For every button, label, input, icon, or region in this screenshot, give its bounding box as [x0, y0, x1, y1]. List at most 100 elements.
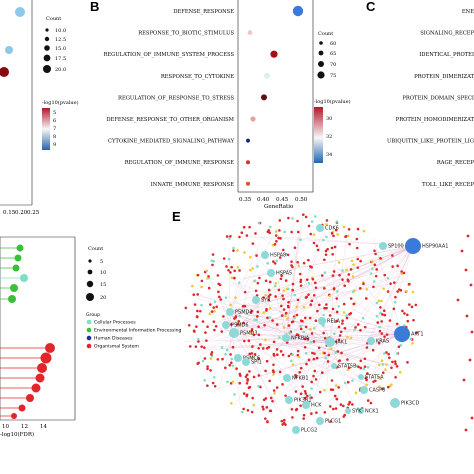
panel-d-dot — [37, 363, 47, 373]
network-node — [277, 288, 281, 292]
network-node — [240, 231, 244, 235]
legend-size-dot — [317, 71, 325, 79]
network-node — [310, 220, 314, 223]
colorbar-tick: 8 — [53, 134, 56, 140]
network-node — [230, 357, 234, 361]
network-gene-label: HSPA8 — [270, 253, 286, 259]
network-gene-label: JAK1 — [335, 340, 347, 346]
network-node — [307, 224, 311, 228]
network-node — [335, 397, 339, 401]
network-edges — [185, 217, 414, 424]
network-node — [213, 384, 217, 388]
network-node — [302, 261, 306, 265]
network-node — [231, 364, 235, 368]
network-node — [258, 276, 261, 280]
network-node — [394, 362, 397, 366]
network-gene-node — [261, 251, 269, 259]
network-node — [273, 262, 277, 265]
panel-a-color-title: -log10(pvalue) — [42, 99, 79, 106]
network-node — [219, 298, 223, 301]
network-node — [364, 297, 368, 300]
network-node — [275, 386, 279, 389]
network-node — [314, 378, 318, 381]
network-node — [342, 225, 346, 229]
network-node — [320, 371, 324, 375]
network-node — [402, 271, 406, 275]
panel-d-group-title: Group — [86, 312, 100, 318]
network-node — [314, 286, 318, 289]
network-node — [376, 321, 380, 324]
network-edge — [234, 326, 403, 335]
panel-c-category-label: IDENTICAL_PROTEI — [419, 52, 474, 58]
network-node — [316, 248, 320, 252]
network-edge — [349, 307, 403, 335]
network-node — [373, 263, 377, 267]
network-node — [265, 307, 268, 311]
network-node — [282, 418, 286, 422]
legend-size-label: 20 — [100, 295, 106, 301]
network-node — [313, 352, 316, 355]
colorbar-tick: 34 — [326, 152, 332, 158]
network-node — [380, 299, 383, 303]
network-node — [272, 260, 275, 263]
network-node — [405, 313, 409, 317]
network-node — [243, 304, 247, 308]
network-node — [340, 351, 343, 355]
network-node — [311, 277, 315, 281]
panel-b-dot — [264, 72, 270, 79]
network-edge — [265, 333, 403, 374]
panel-d-group-label: Environmental Information Processing — [94, 328, 182, 334]
network-node — [272, 373, 275, 376]
panel-f-node — [466, 234, 470, 238]
network-gene-label: CDK6 — [325, 226, 339, 232]
network-node — [246, 408, 250, 412]
panel-d-group-label: Human Diseases — [94, 336, 133, 342]
network-node — [196, 337, 200, 341]
network-node — [229, 382, 233, 385]
network-edge — [364, 245, 414, 304]
panel-b-count-title: Count — [318, 31, 333, 37]
network-node — [225, 265, 228, 268]
network-edge — [325, 341, 331, 374]
network-node — [391, 254, 394, 257]
network-node — [315, 244, 319, 248]
network-edge — [187, 290, 331, 343]
network-node — [347, 279, 350, 283]
network-node — [253, 318, 256, 321]
panel-d-x-tick: 10 — [2, 424, 9, 430]
network-node — [274, 234, 278, 237]
legend-size-dot — [88, 259, 92, 263]
network-node — [287, 324, 291, 327]
colorbar-tick: 30 — [326, 116, 332, 122]
network-node — [379, 257, 382, 260]
network-node — [323, 306, 326, 310]
network-node — [396, 290, 399, 293]
network-node — [380, 359, 384, 362]
network-node — [313, 215, 317, 218]
network-edge — [358, 333, 403, 397]
network-node — [335, 290, 339, 293]
network-node — [296, 261, 299, 264]
network-gene-label: PSMD6 — [231, 323, 249, 329]
network-node — [363, 325, 367, 329]
network-node — [252, 403, 256, 407]
network-edge — [372, 238, 403, 335]
panel-d-dot — [35, 373, 45, 383]
network-node — [290, 260, 293, 263]
network-node — [296, 349, 300, 353]
network-node — [293, 246, 297, 250]
network-node — [393, 360, 397, 363]
network-node — [203, 357, 207, 360]
network-node — [302, 417, 305, 420]
network-node — [281, 383, 284, 386]
network-node — [251, 396, 254, 400]
network-node — [196, 362, 200, 365]
network-node — [346, 335, 349, 339]
panel-b-dot — [246, 181, 250, 186]
legend-size-dot — [318, 50, 324, 56]
network-edge — [285, 217, 303, 339]
panel-d-lollipops — [0, 244, 55, 419]
network-node — [332, 270, 336, 273]
network-node — [378, 329, 382, 333]
